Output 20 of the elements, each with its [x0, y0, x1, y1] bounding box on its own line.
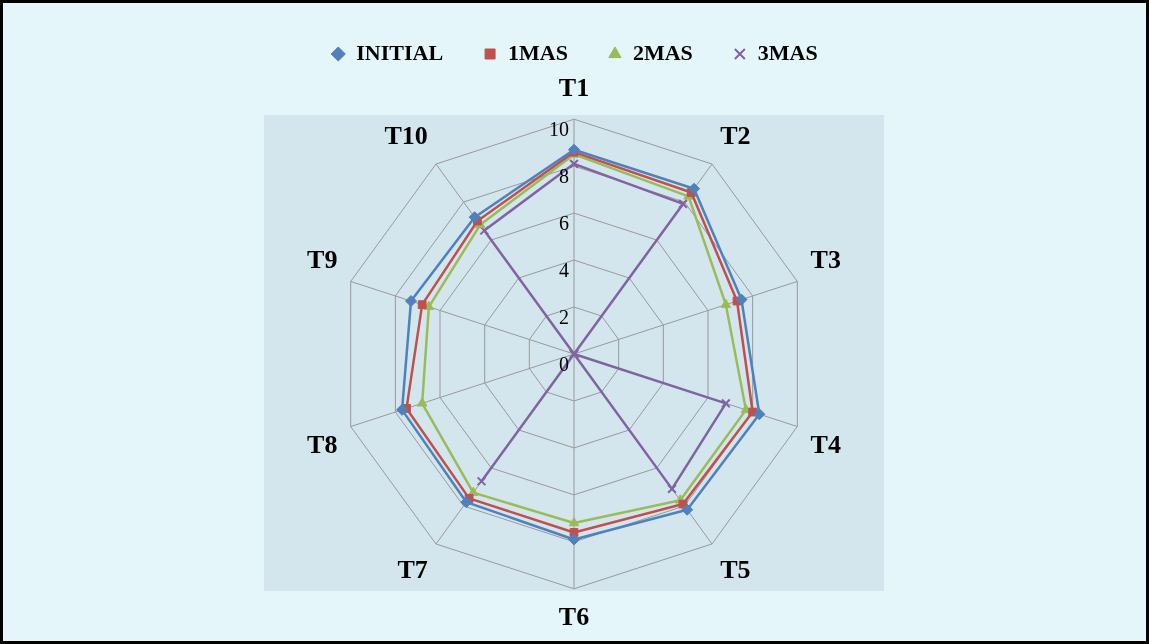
y-tick-label: 2	[559, 306, 569, 329]
y-tick-label: 8	[559, 165, 569, 188]
legend-label: 3MAS	[757, 39, 818, 65]
spoke-label: T9	[307, 245, 338, 275]
y-tick-label: 4	[559, 259, 569, 282]
y-tick-label: 10	[549, 118, 569, 141]
spoke-label: T6	[558, 602, 590, 632]
legend-label: 2MAS	[632, 39, 693, 65]
spoke-label: T8	[307, 430, 338, 460]
spoke-label: T5	[720, 554, 751, 584]
spoke-label: T3	[810, 245, 841, 275]
legend-label: INITIAL	[356, 39, 444, 65]
spoke-label: T10	[384, 120, 428, 150]
spoke-label: T7	[397, 554, 428, 584]
spoke-label: T4	[810, 430, 841, 460]
spoke-label: T1	[558, 73, 590, 103]
y-tick-label: 0	[559, 353, 569, 376]
legend-label: 1MAS	[508, 39, 568, 65]
spoke-label: T2	[720, 120, 751, 150]
y-tick-label: 6	[559, 212, 569, 235]
